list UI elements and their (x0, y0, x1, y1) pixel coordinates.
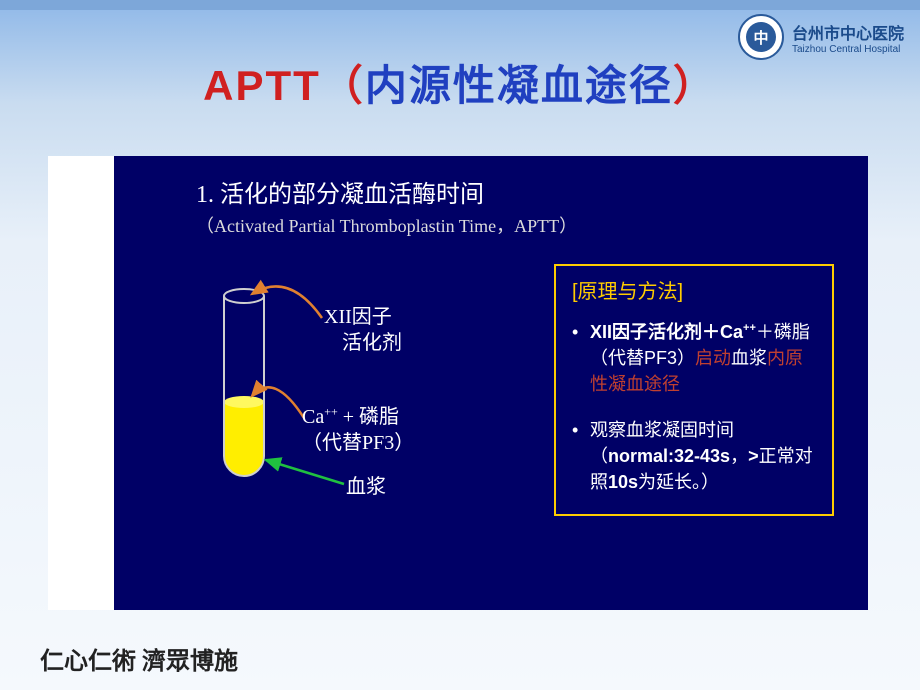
title-paren-open: （ (321, 62, 365, 109)
principle-header: [原理与方法] (572, 278, 816, 307)
diagram-heading: 1. 活化的部分凝血活酶时间 (196, 174, 484, 209)
title-blue: 内源性凝血途径 (365, 62, 673, 109)
b2-f: 10s (608, 472, 638, 492)
label-ca-a: Ca (302, 406, 324, 428)
b2-g: 为延长。） (638, 472, 719, 492)
label-xii-line2: 活化剂 (324, 332, 402, 354)
label-ca-sup: ++ (324, 404, 338, 418)
diagram-subheading: （Activated Partial Thromboplastin Time，A… (196, 212, 577, 238)
diagram-canvas: 1. 活化的部分凝血活酶时间 （Activated Partial Thromb… (114, 156, 868, 610)
b1-after: 血浆 (731, 348, 767, 368)
slide-title: APTT（内源性凝血途径） (0, 52, 920, 113)
label-plasma: 血浆 (346, 474, 386, 500)
header-bar (0, 0, 920, 10)
b2-b: normal:32-43s (608, 446, 730, 466)
label-ca-line2: （代替PF3） (302, 432, 414, 454)
hospital-logo-glyph: 中 (746, 22, 776, 52)
label-xii-line1: XII因子 (324, 306, 392, 328)
arrow-plasma-icon (266, 460, 344, 484)
b1-pre: XII因子活化剂＋Ca (590, 322, 743, 342)
diagram-container: 1. 活化的部分凝血活酶时间 （Activated Partial Thromb… (48, 156, 868, 610)
b2-c: ， (730, 446, 748, 466)
hospital-name-cn: 台州市中心医院 (792, 20, 904, 44)
principle-bullet-2: 观察血浆凝固时间（normal:32-43s，>正常对照10s为延长。） (572, 417, 816, 495)
footer-motto: 仁心仁術 濟眾博施 (40, 641, 238, 676)
hospital-name-block: 台州市中心医院 Taizhou Central Hospital (792, 20, 904, 55)
title-aptt: APTT (203, 62, 321, 109)
principle-box: [原理与方法] XII因子活化剂＋Ca++＋磷脂（代替PF3）启动血浆内原性凝血… (554, 264, 834, 516)
principle-bullet-1: XII因子活化剂＋Ca++＋磷脂（代替PF3）启动血浆内原性凝血途径 (572, 319, 816, 397)
label-ca: Ca++ + 磷脂 （代替PF3） (302, 404, 414, 456)
b2-d: > (748, 446, 759, 466)
title-paren-close: ） (673, 62, 717, 109)
label-ca-rest: + 磷脂 (338, 406, 399, 428)
test-tube-icon (214, 286, 274, 486)
b1-red1: 启动 (695, 348, 731, 368)
label-xii: XII因子 活化剂 (324, 304, 402, 356)
b1-sup: ++ (743, 322, 756, 334)
